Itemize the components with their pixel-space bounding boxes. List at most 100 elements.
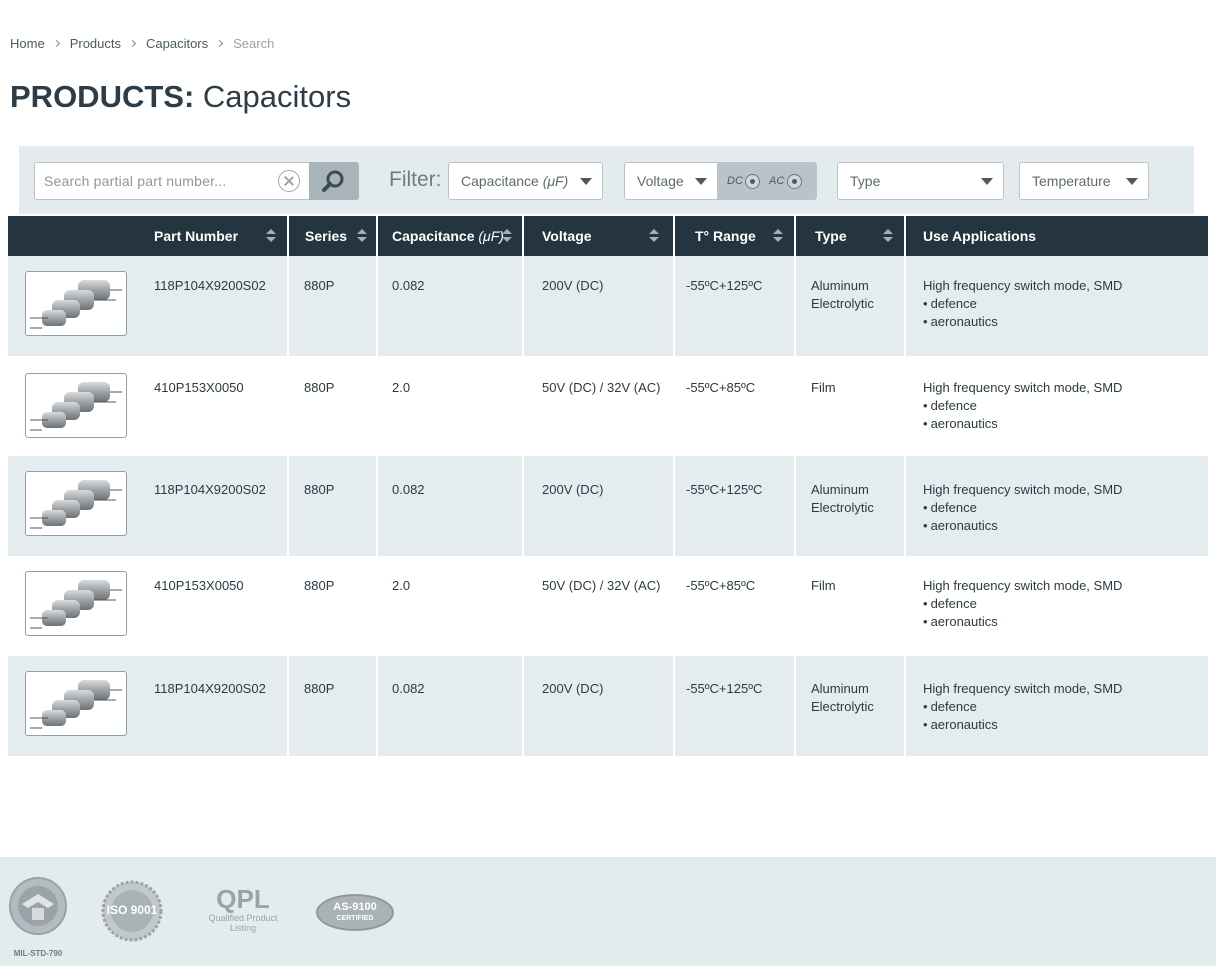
breadcrumb-capacitors[interactable]: Capacitors xyxy=(146,35,209,51)
chevron-right-icon xyxy=(52,39,60,47)
qpl-logo: QPL Qualified Product Listing xyxy=(203,885,283,941)
column-header-label: Voltage xyxy=(542,228,592,244)
use-applications-cell: High frequency switch mode, SMD defenceae… xyxy=(923,379,1122,433)
voltage-dropdown[interactable]: Voltage xyxy=(624,162,718,200)
chevron-right-icon xyxy=(128,39,137,47)
table-row[interactable]: 118P104X9200S02 880P 0.082 200V (DC) -55ºC+1… xyxy=(8,256,1208,356)
breadcrumb-home[interactable]: Home xyxy=(10,35,45,51)
as9100-subtitle: CERTIFIED xyxy=(336,915,374,922)
type-cell: Film xyxy=(811,380,836,395)
type-cell: Film xyxy=(811,578,836,593)
product-thumbnail[interactable] xyxy=(25,271,127,336)
temp-range-cell: -55ºC+125ºC xyxy=(686,278,763,293)
table-row[interactable]: 118P104X9200S02 880P 0.082 200V (DC) -55ºC+1… xyxy=(8,656,1208,756)
sort-icon[interactable] xyxy=(357,229,367,243)
chevron-right-icon xyxy=(216,39,224,47)
type-cell: Aluminum Electrolytic xyxy=(811,278,874,311)
column-header-label: Series xyxy=(305,228,348,244)
clear-search-icon[interactable] xyxy=(278,170,300,192)
use-applications-cell: High frequency switch mode, SMD defenceae… xyxy=(923,577,1122,631)
breadcrumb-products[interactable]: Products xyxy=(69,35,121,51)
page-title: PRODUCTS: Capacitors xyxy=(10,78,351,116)
product-thumbnail[interactable] xyxy=(25,671,127,736)
application-bullet: aeronautics xyxy=(923,613,1122,631)
application-main: High frequency switch mode, SMD xyxy=(923,380,1123,395)
capacitance-cell: 0.082 xyxy=(392,681,425,696)
voltage-cell: 200V (DC) xyxy=(542,278,604,293)
product-thumbnail[interactable] xyxy=(25,373,127,438)
sort-icon[interactable] xyxy=(883,229,893,243)
column-header-temp-range[interactable]: T° Range xyxy=(695,216,795,256)
temperature-dropdown-label: Temperature xyxy=(1032,173,1111,189)
part-number-cell[interactable]: 410P153X0050 xyxy=(154,380,244,395)
product-thumbnail[interactable] xyxy=(25,571,127,636)
type-cell: Aluminum Electrolytic xyxy=(811,681,874,714)
temp-range-cell: -55ºC+125ºC xyxy=(686,482,763,497)
application-bullet: aeronautics xyxy=(923,517,1122,535)
column-divider xyxy=(794,216,796,756)
column-header-part-number[interactable]: Part Number xyxy=(154,216,288,256)
temperature-dropdown[interactable]: Temperature xyxy=(1019,162,1149,200)
iso-seal-icon xyxy=(101,880,163,942)
application-bullet: defence xyxy=(923,698,1122,716)
sort-icon[interactable] xyxy=(649,229,659,243)
dc-radio[interactable] xyxy=(745,174,760,189)
sort-icon[interactable] xyxy=(266,229,276,243)
sort-icon[interactable] xyxy=(502,229,512,243)
column-divider xyxy=(287,216,289,756)
capacitance-cell: 2.0 xyxy=(392,380,411,395)
column-header-series[interactable]: Series xyxy=(305,216,376,256)
column-header-label: Part Number xyxy=(154,228,239,244)
as9100-logo: AS-9100 CERTIFIED xyxy=(316,894,394,931)
column-header-voltage[interactable]: Voltage xyxy=(542,216,672,256)
capacitor-image xyxy=(30,480,122,529)
footer: MIL-STD-790 ISO 9001 QPL Qualified Produ… xyxy=(0,857,1216,966)
breadcrumb: Home Products Capacitors Search xyxy=(10,34,274,52)
part-number-cell[interactable]: 118P104X9200S02 xyxy=(154,278,266,293)
table-row[interactable]: 118P104X9200S02 880P 0.082 200V (DC) -55ºC+1… xyxy=(8,456,1208,556)
ac-radio[interactable] xyxy=(787,174,802,189)
voltage-cell: 200V (DC) xyxy=(542,482,604,497)
qpl-title: QPL xyxy=(216,884,270,914)
caret-down-icon xyxy=(981,178,993,185)
search-input[interactable] xyxy=(35,163,275,199)
temp-range-cell: -55ºC+85ºC xyxy=(686,380,756,395)
type-cell: Aluminum Electrolytic xyxy=(811,482,874,515)
qpl-subtitle-2: Listing xyxy=(229,923,256,933)
column-header-capacitance[interactable]: Capacitance (μF) xyxy=(392,216,522,256)
capacitance-cell: 0.082 xyxy=(392,278,425,293)
column-header-unit: (μF) xyxy=(478,228,504,244)
type-dropdown-label: Type xyxy=(850,173,881,189)
application-bullet: defence xyxy=(923,397,1122,415)
column-header-use-applications: Use Applications xyxy=(923,216,1203,256)
product-thumbnail[interactable] xyxy=(25,471,127,536)
series-cell: 880P xyxy=(304,578,335,593)
search-button[interactable] xyxy=(309,162,359,200)
table-row[interactable]: 410P153X0050 880P 2.0 50V (DC) / 32V (AC) -5… xyxy=(8,356,1208,456)
capacitor-image xyxy=(30,580,122,629)
application-bullet: defence xyxy=(923,295,1122,313)
application-main: High frequency switch mode, SMD xyxy=(923,681,1123,696)
as9100-title: AS-9100 xyxy=(333,901,377,913)
sort-icon[interactable] xyxy=(773,229,783,243)
capacitance-unit: (μF) xyxy=(542,173,569,189)
part-number-cell[interactable]: 410P153X0050 xyxy=(154,578,244,593)
filter-label: Filter: xyxy=(389,168,442,191)
qpl-subtitle: Qualified Product xyxy=(208,913,278,923)
series-cell: 880P xyxy=(304,482,335,497)
series-cell: 880P xyxy=(304,278,335,293)
use-applications-cell: High frequency switch mode, SMD defenceae… xyxy=(923,680,1122,734)
type-dropdown[interactable]: Type xyxy=(837,162,1004,200)
part-number-cell[interactable]: 118P104X9200S02 xyxy=(154,681,266,696)
part-number-cell[interactable]: 118P104X9200S02 xyxy=(154,482,266,497)
table-row[interactable]: 410P153X0050 880P 2.0 50V (DC) / 32V (AC) -5… xyxy=(8,556,1208,656)
application-bullet: defence xyxy=(923,595,1122,613)
caret-down-icon xyxy=(1126,178,1138,185)
series-cell: 880P xyxy=(304,681,335,696)
capacitance-dropdown[interactable]: Capacitance (μF) xyxy=(448,162,603,200)
capacitance-dropdown-label: Capacitance xyxy=(461,173,539,189)
column-header-type[interactable]: Type xyxy=(815,216,905,256)
caret-down-icon xyxy=(695,178,707,185)
capacitor-image xyxy=(30,280,122,329)
column-divider xyxy=(673,216,675,756)
